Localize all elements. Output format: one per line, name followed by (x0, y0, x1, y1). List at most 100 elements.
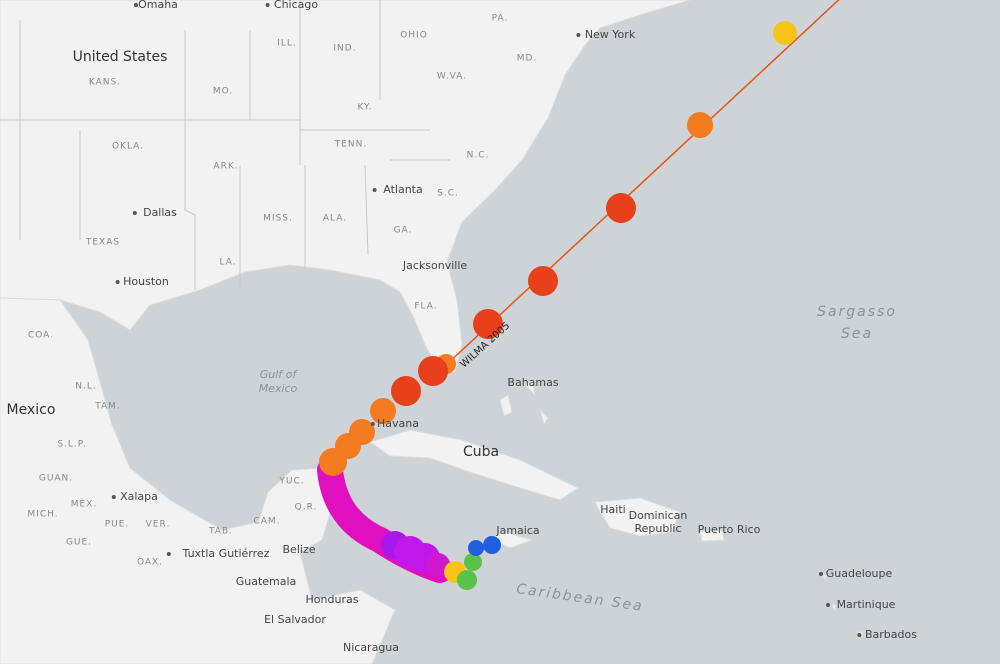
state-label: N.L. (75, 382, 96, 392)
city-dot (134, 3, 138, 7)
city-label: Jamaica (495, 524, 539, 537)
state-label: PUE. (105, 520, 130, 530)
city-label: Puerto Rico (698, 523, 761, 536)
city-label: Atlanta (383, 183, 422, 196)
track-dot (528, 266, 558, 296)
state-label: KY. (357, 103, 372, 113)
city-label: Dallas (143, 206, 177, 219)
city-label: El Salvador (264, 613, 326, 626)
bahamas-islands (499, 379, 549, 426)
city-label: Dominican (629, 509, 688, 522)
cuba (368, 429, 580, 501)
state-label: GUAN. (39, 474, 73, 484)
state-label: MO. (213, 87, 233, 97)
track-dot (464, 553, 482, 571)
state-label: PA. (492, 14, 509, 24)
city-label: Belize (283, 543, 316, 556)
state-label: CAM. (253, 517, 280, 527)
city-label: New York (585, 28, 636, 41)
state-label: COA. (28, 331, 54, 341)
sea-label: Gulf of (260, 368, 299, 381)
city-label: Xalapa (120, 490, 158, 503)
state-label: ARK. (213, 162, 238, 172)
country-label: United States (73, 49, 168, 65)
state-label: TENN. (334, 140, 368, 150)
track-line (444, 0, 840, 367)
state-label: FLA. (414, 302, 437, 312)
state-label: W.VA. (437, 72, 467, 82)
state-label: ILL. (277, 39, 297, 49)
city-dot (826, 603, 830, 607)
state-label: GUE. (66, 538, 92, 548)
track-dot (483, 536, 501, 554)
borders (0, 0, 450, 290)
track-dot (426, 553, 450, 577)
city-label: Tuxtla Gutiérrez (182, 547, 270, 560)
state-label: VER. (146, 520, 171, 530)
state-label: YUC. (278, 477, 304, 487)
city-label: Barbados (865, 628, 917, 641)
state-label: S.C. (437, 189, 459, 199)
city-label: Bahamas (507, 376, 558, 389)
city-label: Martinique (837, 598, 896, 611)
state-label: MÉX. (71, 498, 97, 510)
state-label: S.L.P. (57, 440, 86, 450)
track-dot (370, 398, 396, 424)
city-label: Omaha (138, 0, 178, 11)
track-dot (687, 112, 713, 138)
city-label: Chicago (274, 0, 318, 11)
country-label: Mexico (7, 402, 56, 418)
city-label: Nicaragua (343, 641, 399, 654)
state-label: IND. (333, 44, 356, 54)
state-label: KANS. (89, 78, 121, 88)
jamaica (486, 531, 534, 549)
track-dot (391, 376, 421, 406)
state-label: TEXAS (85, 238, 120, 248)
track-dot (468, 540, 484, 556)
city-dot (372, 188, 377, 192)
city-dot (132, 211, 137, 215)
sea-label: Sea (841, 326, 873, 342)
mexico-central-america (0, 297, 396, 664)
city-dot (265, 3, 270, 7)
state-label: N.C. (467, 151, 490, 161)
city-label: Havana (377, 417, 419, 430)
state-label: OHIO (400, 31, 428, 41)
state-label: OAX. (137, 558, 163, 568)
state-label: MISS. (263, 214, 293, 224)
sea-label: Sargasso (817, 304, 897, 320)
city-label: Haiti (600, 503, 625, 516)
state-label: MD. (517, 54, 538, 64)
city-dot (370, 422, 375, 426)
city-dot (576, 33, 581, 37)
puerto-rico (699, 529, 725, 542)
state-label: TAB. (208, 527, 233, 537)
city-dot (819, 572, 823, 576)
city-dot (111, 495, 116, 499)
track-dot (473, 309, 503, 339)
hispaniola (594, 497, 681, 537)
city-label: Republic (634, 522, 681, 535)
track-dot (418, 356, 448, 386)
city-dot (857, 633, 862, 637)
state-label: TAM. (94, 402, 121, 412)
state-label: GA. (394, 226, 413, 236)
labels: Omaha Chicago PA. New York United States KANS… (7, 0, 918, 654)
city-dot (166, 552, 171, 556)
track-dot (457, 570, 477, 590)
city-label: Houston (123, 275, 169, 288)
track-dot (606, 193, 636, 223)
city-label: Honduras (306, 593, 359, 606)
state-label: Q.R. (295, 503, 318, 513)
land (0, 0, 864, 664)
city-label: Guatemala (236, 575, 297, 588)
country-label: Cuba (463, 444, 499, 460)
state-label: LA. (219, 258, 236, 268)
sea-label: Mexico (259, 382, 298, 395)
state-label: MICH. (27, 510, 58, 520)
track-dot (319, 448, 347, 476)
city-dot (115, 280, 120, 284)
city-label: Guadeloupe (826, 567, 893, 580)
state-label: OKLA. (112, 142, 144, 152)
